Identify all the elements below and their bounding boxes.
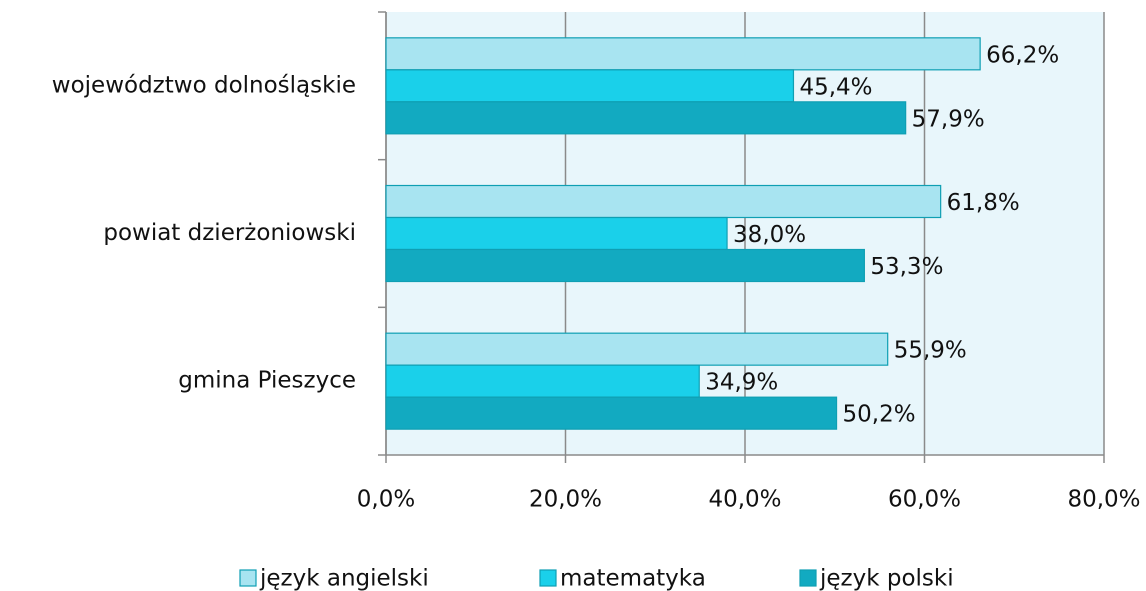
bar bbox=[385, 332, 889, 366]
bar bbox=[385, 69, 795, 103]
legend-label: matematyka bbox=[560, 566, 706, 591]
data-label: 53,3% bbox=[870, 254, 943, 280]
x-tick-label: 60,0% bbox=[888, 487, 961, 513]
data-label: 61,8% bbox=[947, 190, 1020, 216]
category-label: gmina Pieszyce bbox=[178, 368, 356, 394]
bar bbox=[385, 216, 728, 251]
x-tick-label: 0,0% bbox=[357, 487, 415, 513]
category-label: powiat dzierżoniowski bbox=[103, 220, 356, 246]
legend-swatch bbox=[799, 569, 817, 587]
bar bbox=[385, 364, 700, 398]
data-label: 45,4% bbox=[799, 74, 872, 100]
data-label: 50,2% bbox=[843, 402, 916, 428]
legend-label: język angielski bbox=[259, 566, 429, 591]
data-label: 55,9% bbox=[894, 338, 967, 364]
x-tick-label: 20,0% bbox=[529, 487, 602, 513]
bar bbox=[385, 248, 865, 283]
data-label: 66,2% bbox=[986, 42, 1059, 68]
bar bbox=[385, 101, 907, 135]
bar bbox=[385, 396, 838, 430]
data-label: 57,9% bbox=[912, 106, 985, 132]
data-label: 38,0% bbox=[733, 222, 806, 248]
category-label: województwo dolnośląskie bbox=[52, 72, 356, 98]
legend-swatch bbox=[539, 569, 557, 587]
x-tick-label: 40,0% bbox=[708, 487, 781, 513]
x-tick-label: 80,0% bbox=[1067, 487, 1140, 513]
legend-label: język polski bbox=[819, 566, 954, 591]
bar bbox=[385, 37, 981, 71]
data-label: 34,9% bbox=[705, 370, 778, 396]
legend-swatch bbox=[239, 569, 257, 587]
bar bbox=[385, 184, 942, 219]
